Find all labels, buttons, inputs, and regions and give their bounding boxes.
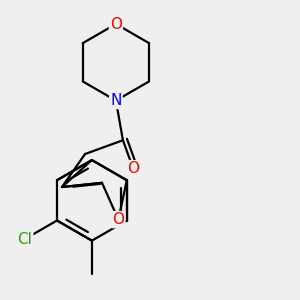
Text: N: N [110, 93, 122, 108]
Text: O: O [112, 212, 124, 227]
Text: Cl: Cl [17, 232, 32, 247]
Text: O: O [127, 161, 139, 176]
Text: O: O [110, 16, 122, 32]
